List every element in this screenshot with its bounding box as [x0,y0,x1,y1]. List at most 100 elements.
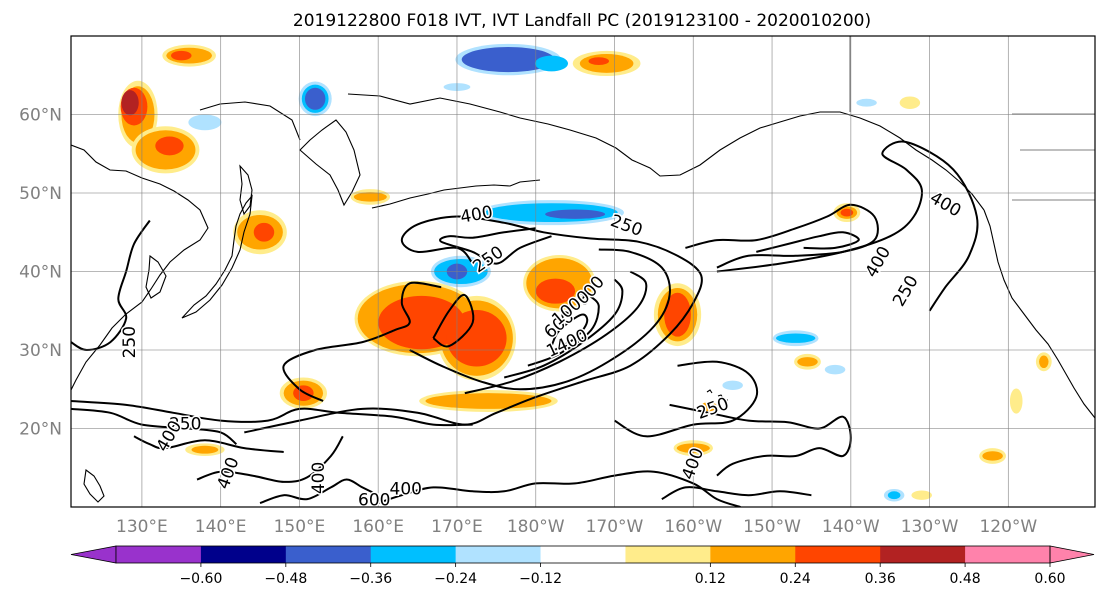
colorbar-segment-7 [710,546,796,563]
colorbar-segment-8 [795,546,881,563]
sakhalin-coastline [239,164,253,216]
colorbar [70,545,1095,564]
kamchatka-coastline [299,119,361,207]
political-borders [849,36,1095,201]
shading-patch-63 [701,401,717,412]
gridlines [71,36,1095,507]
colorbar-tick-label-1: −0.48 [264,571,307,587]
shading-patch-71 [1039,355,1049,369]
shading-patch-10 [188,114,222,131]
shading-patch-19 [534,55,569,72]
colorbar-tick-label-9: 0.60 [1034,571,1065,587]
lon-label-130: 130°E [116,517,168,537]
korea-coastline [145,254,167,299]
north-america-west-coast [983,209,1095,419]
shading-patch-54 [191,445,219,454]
shading-patch-22 [588,57,609,66]
ivt-contour-4 [527,295,600,367]
ivt-contour-20 [259,478,379,505]
colorbar-segment-4 [455,546,542,563]
contour-label-13: 250 [169,415,201,435]
colorbar-tick-label-5: 0.12 [695,571,726,587]
shading-patch-64 [722,380,743,391]
colorbar-tick-label-3: −0.24 [434,571,477,587]
colorbar-segment-1 [200,546,287,563]
coastlines [71,93,1095,503]
siberia-coastline [347,93,521,119]
lat-label-30: 30°N [19,341,62,361]
lon-label-160: 160°E [352,517,404,537]
ivt-contour-11 [716,140,979,312]
shading-patch-37 [535,278,576,304]
shading-patch-56 [982,451,1003,461]
colorbar-tick-label-6: 0.24 [780,571,811,587]
ivt-pc-shading [118,43,1052,502]
colorbar-segment-6 [625,546,711,563]
canada-usa-border [849,36,1095,201]
ivt-contour-0 [244,215,703,434]
ivt-contour-5 [550,313,589,353]
ivt-contour-3 [503,278,624,379]
contour-label-17: 400 [390,480,422,500]
asia-coastline [71,144,209,391]
colorbar-segment-2 [285,546,372,563]
contour-label-16: 400 [309,462,329,494]
shading-patch-6 [155,136,184,156]
colorbar-segment-0 [116,546,202,563]
ivt-contour-16 [71,407,238,445]
map-panel: 4002502508006001000140025040040025040025… [71,36,1095,507]
colorbar-tick-label-2: −0.36 [349,571,392,587]
shading-patch-72 [1009,388,1023,414]
colorbar-segment-3 [370,546,457,563]
colorbar-tick-label-7: 0.36 [865,571,896,587]
shading-patch-9 [171,50,192,61]
colorbar-extend-low [70,545,117,564]
colorbar-tick-labels: −0.60 −0.48 −0.36 −0.24 −0.12 0.12 0.24 0.36 0.4… [179,563,1066,587]
shading-patch-36 [446,309,507,367]
colorbar-segment-9 [880,546,966,563]
okhotsk-coastline [199,101,301,141]
colorbar-segment-5 [540,546,626,563]
ivt-contour-17 [133,435,284,453]
lon-label-200: 160°W [664,517,722,537]
japan-coastline [181,194,253,319]
lat-label-60: 60°N [19,106,62,126]
lon-label-230: 130°W [901,517,959,537]
shading-patch-68 [856,98,877,107]
shading-patch-50 [840,208,854,217]
hawaii-islands [706,389,728,401]
ivt-contour-21 [661,486,812,500]
shading-patch-3 [121,90,139,116]
colorbar-tick-label-0: −0.60 [179,571,222,587]
latitude-labels: 60°N 50°N 40°N 30°N 20°N [19,106,62,440]
ivt-contour-9 [685,203,879,269]
shading-patch-47 [775,333,816,343]
aleutian-islands [371,179,541,209]
lon-label-150: 150°E [274,517,326,537]
shading-patch-40 [664,292,691,337]
colorbar-frame [115,545,1051,564]
shading-patch-59 [797,357,818,367]
lon-label-140: 140°E [195,517,247,537]
figure-title: 2019122800 F018 IVT, IVT Landfall PC (20… [293,11,871,31]
colorbar-segment-10 [965,546,1051,563]
shading-patch-42 [425,393,552,409]
philippines-coastline [83,469,105,503]
shading-patch-66 [353,192,387,202]
map-frame [70,35,1096,508]
lon-label-240: 120°W [979,517,1037,537]
lon-label-220: 140°W [822,517,880,537]
ivt-contour-6 [439,227,552,265]
shading-patch-18 [461,46,555,73]
shading-patch-57 [911,490,932,500]
longitude-labels: 130°E 140°E 150°E 160°E 170°E 180°W 170°W 160°W… [116,517,1037,537]
ivt-contour-12 [613,360,759,438]
shading-patch-69 [899,96,921,110]
lon-label-170: 170°E [431,517,483,537]
shading-patch-16 [304,87,326,110]
lat-label-50: 50°N [19,184,62,204]
shading-patch-60 [824,364,846,375]
ivt-contour-7 [432,293,475,348]
lon-label-180: 180°W [507,517,565,537]
